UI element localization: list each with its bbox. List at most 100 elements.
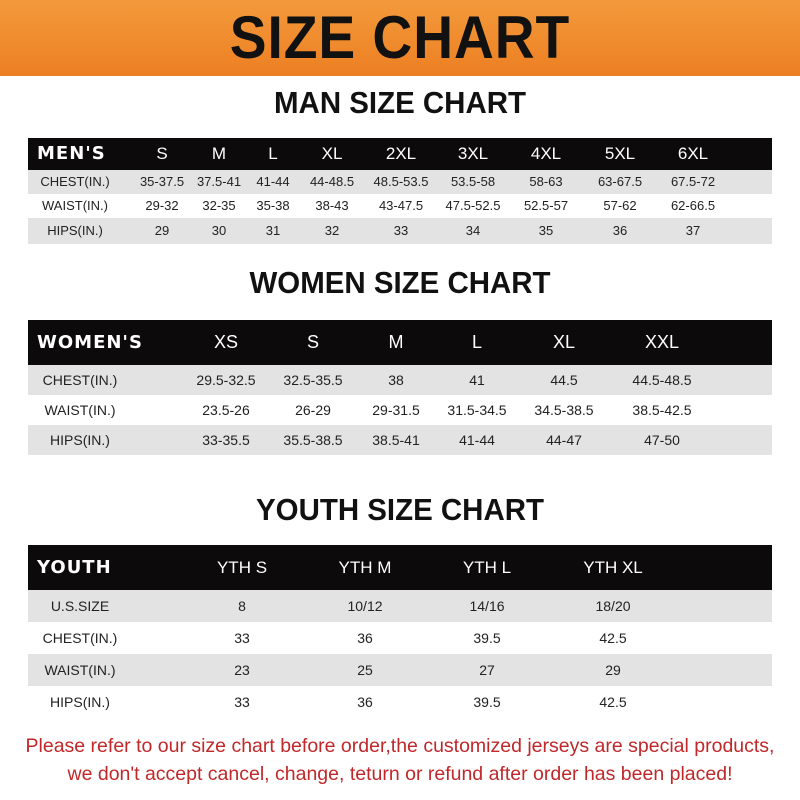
notice-line-2: we don't accept cancel, change, teturn o… <box>67 763 733 785</box>
measurement-cell: 44-47 <box>546 432 582 448</box>
table-name: WOMEN'S <box>37 332 143 353</box>
table-row: WAIST(IN.) 29-32 32-35 35-38 38-43 43-47.5 47.… <box>28 194 772 218</box>
measurement-cell: 33 <box>234 694 250 710</box>
measurement-cell: 23.5-26 <box>202 402 250 418</box>
measurement-cell: 52.5-57 <box>523 198 569 213</box>
row-label: HIPS(IN.) <box>50 694 110 710</box>
measurement-cell: 35.5-38.5 <box>283 432 343 448</box>
measurement-cell: 36 <box>612 223 628 238</box>
measurement-cell: 29-31.5 <box>372 402 420 418</box>
size-header: XS <box>213 332 239 352</box>
notice-line-1: Please refer to our size chart before or… <box>25 735 775 757</box>
size-header: XXL <box>644 332 680 352</box>
measurement-cell: 32 <box>324 223 340 238</box>
measurement-cell: 32.5-35.5 <box>283 372 343 388</box>
size-header: 3XL <box>457 144 489 163</box>
measurement-cell: 67.5-72 <box>670 174 716 189</box>
measurement-cell: 18/20 <box>595 598 631 614</box>
measurement-cell: 36 <box>357 694 373 710</box>
youth-size-table: YOUTH YTH S YTH M YTH L YTH XL U.S.SIZE 8 10/12… <box>28 545 772 718</box>
row-label: U.S.SIZE <box>50 598 110 614</box>
measurement-cell: 31 <box>265 223 281 238</box>
table-name: MEN'S <box>37 143 106 164</box>
size-header: XL <box>321 144 343 163</box>
measurement-cell: 8 <box>238 598 246 614</box>
measurement-cell: 47-50 <box>644 432 680 448</box>
measurement-cell: 38-43 <box>315 198 349 213</box>
measurement-cell: 35-37.5 <box>139 174 185 189</box>
measurement-cell: 34 <box>465 223 481 238</box>
measurement-cell: 25 <box>357 662 373 678</box>
measurement-cell: 42.5 <box>599 630 627 646</box>
measurement-cell: 26-29 <box>295 402 331 418</box>
measurement-cell: 34.5-38.5 <box>534 402 594 418</box>
size-header: 6XL <box>677 144 709 163</box>
measurement-cell: 29 <box>154 223 170 238</box>
measurement-cell: 23 <box>234 662 250 678</box>
table-name: YOUTH <box>37 557 112 578</box>
measurement-cell: 14/16 <box>469 598 505 614</box>
size-header: M <box>388 332 404 352</box>
table-row: WAIST(IN.) 23 25 27 29 <box>28 654 772 686</box>
table-row: U.S.SIZE 8 10/12 14/16 18/20 <box>28 590 772 622</box>
measurement-cell: 35 <box>538 223 554 238</box>
size-header: 5XL <box>604 144 636 163</box>
title-banner: SIZE CHART <box>0 0 800 76</box>
measurement-cell: 58-63 <box>529 174 563 189</box>
men-size-table: MEN'S S M L XL 2XL 3XL 4XL 5XL 6XL CHEST(IN.) 35-37… <box>28 138 772 244</box>
size-header: S <box>306 332 320 352</box>
table-row: HIPS(IN.) 33-35.5 35.5-38.5 38.5-41 41-44 44-… <box>28 425 772 455</box>
row-label: WAIST(IN.) <box>42 198 108 213</box>
row-label: CHEST(IN.) <box>42 372 118 388</box>
measurement-cell: 62-66.5 <box>670 198 716 213</box>
measurement-cell: 37 <box>685 223 701 238</box>
measurement-cell: 42.5 <box>599 694 627 710</box>
women-section-title: WOMEN SIZE CHART <box>249 265 551 300</box>
row-label: CHEST(IN.) <box>42 630 118 646</box>
row-label: HIPS(IN.) <box>47 223 103 238</box>
size-header: 2XL <box>385 144 417 163</box>
size-header: 4XL <box>530 144 562 163</box>
row-label: WAIST(IN.) <box>44 402 116 418</box>
table-row: HIPS(IN.) 33 36 39.5 42.5 <box>28 686 772 718</box>
size-header: L <box>268 144 278 163</box>
men-section-title: MAN SIZE CHART <box>274 85 526 120</box>
women-header-row: WOMEN'S XS S M L XL XXL <box>28 320 772 365</box>
measurement-cell: 41-44 <box>256 174 290 189</box>
table-row: CHEST(IN.) 33 36 39.5 42.5 <box>28 622 772 654</box>
size-header: YTH M <box>338 558 392 577</box>
measurement-cell: 32-35 <box>202 198 236 213</box>
table-row: CHEST(IN.) 29.5-32.5 32.5-35.5 38 41 44.5 44.5… <box>28 365 772 395</box>
size-header: L <box>471 332 483 352</box>
size-header: S <box>156 144 168 163</box>
measurement-cell: 57-62 <box>603 198 637 213</box>
table-row: HIPS(IN.) 29 30 31 32 33 34 35 36 37 <box>28 218 772 244</box>
row-label: WAIST(IN.) <box>44 662 116 678</box>
men-header-row: MEN'S S M L XL 2XL 3XL 4XL 5XL 6XL <box>28 138 772 170</box>
size-header: YTH XL <box>583 558 643 577</box>
measurement-cell: 41-44 <box>459 432 495 448</box>
measurement-cell: 48.5-53.5 <box>373 174 429 189</box>
measurement-cell: 30 <box>211 223 227 238</box>
measurement-cell: 39.5 <box>473 630 501 646</box>
measurement-cell: 38.5-41 <box>372 432 420 448</box>
measurement-cell: 44-48.5 <box>309 174 355 189</box>
measurement-cell: 37.5-41 <box>196 174 242 189</box>
measurement-cell: 63-67.5 <box>597 174 643 189</box>
measurement-cell: 29-32 <box>145 198 179 213</box>
row-label: HIPS(IN.) <box>50 432 110 448</box>
measurement-cell: 33 <box>234 630 250 646</box>
size-header: YTH L <box>462 558 512 577</box>
measurement-cell: 33 <box>393 223 409 238</box>
measurement-cell: 44.5 <box>550 372 578 388</box>
size-header: M <box>211 144 227 163</box>
measurement-cell: 39.5 <box>473 694 501 710</box>
measurement-cell: 36 <box>357 630 373 646</box>
measurement-cell: 47.5-52.5 <box>445 198 501 213</box>
table-row: CHEST(IN.) 35-37.5 37.5-41 41-44 44-48.5 48.5… <box>28 170 772 194</box>
measurement-cell: 33-35.5 <box>202 432 250 448</box>
measurement-cell: 29 <box>605 662 621 678</box>
row-label: CHEST(IN.) <box>40 174 110 189</box>
youth-header-row: YOUTH YTH S YTH M YTH L YTH XL <box>28 545 772 590</box>
youth-section-title: YOUTH SIZE CHART <box>256 492 544 527</box>
